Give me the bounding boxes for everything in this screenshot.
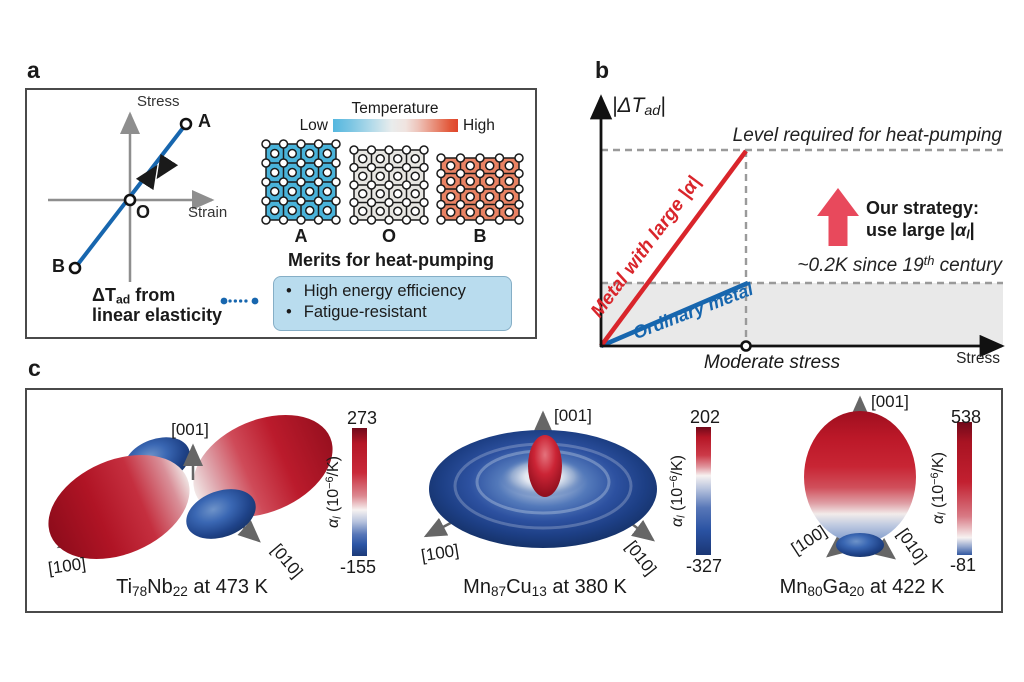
temperature-low-label: Low (299, 117, 328, 134)
strategy-text-line2: use large |αl| (866, 220, 975, 242)
annotation-line1: ΔTad from (92, 285, 176, 307)
dashed-guides (601, 148, 1003, 344)
surface-plot-mn87cu13 (423, 410, 657, 548)
colorbar-max: 202 (689, 407, 721, 427)
point-o-label: O (136, 202, 151, 222)
point-a-label: A (198, 111, 211, 131)
colorbar (352, 428, 367, 556)
axis-001-label: [001] (171, 420, 209, 439)
lattice-o (349, 145, 429, 225)
lattice-a (261, 139, 341, 225)
temperature-high-label: High (463, 117, 495, 134)
panel-a-graphics (48, 111, 524, 305)
temperature-gradient-bar (333, 119, 458, 132)
colorbar-min: -327 (685, 556, 723, 576)
panel-c-box (25, 388, 1003, 613)
merit-item: • Fatigue-resistant (286, 303, 427, 321)
plot-caption: Mn87Cu13 at 380 K (463, 576, 627, 599)
stress-axis-label: Stress (137, 93, 180, 110)
merits-title: Merits for heat-pumping (288, 250, 494, 270)
axis-001-label: [001] (871, 392, 909, 411)
strategy-up-arrow-icon (817, 188, 859, 246)
ordinary-metal-line (600, 280, 749, 349)
panel-c-label: c (28, 355, 41, 381)
colorbar-label: αl (10−6/K) (668, 455, 688, 527)
plot-caption: Ti78Nb22 at 473 K (116, 576, 268, 599)
merits-box (273, 276, 512, 331)
lattice-o-label: O (381, 226, 397, 246)
colorbar-min: -81 (949, 555, 977, 575)
merit-item: • High energy efficiency (286, 282, 466, 300)
colorbar-max: 538 (950, 407, 982, 427)
panel-c-graphics (48, 395, 916, 560)
positive-lobe-left (48, 454, 190, 560)
moderate-stress-label: Moderate stress (703, 352, 841, 373)
surface-plot-ti78nb22 (48, 414, 333, 560)
negative-lobe-lower (186, 489, 256, 539)
positive-lobe-001 (528, 435, 562, 497)
lattice-a-label: A (294, 226, 308, 246)
colorbar-max: 273 (346, 408, 378, 428)
bullet-icon: • (286, 282, 292, 300)
strategy-text-line1: Our strategy: (866, 198, 980, 218)
colorbar-label: αl (10−6/K) (929, 452, 949, 524)
panel-a-box (25, 88, 537, 339)
load-unload-arrows-icon (135, 153, 179, 191)
strain-axis-label: Strain (188, 204, 228, 221)
colorbar (696, 427, 711, 555)
colorbar-min: -155 (339, 557, 377, 577)
colorbar-label: αl (10−6/K) (324, 456, 344, 528)
axis-001-label: [001] (554, 406, 592, 425)
delta-t-axis-label: |ΔTad| (612, 94, 666, 120)
annotation-line2: linear elasticity (92, 305, 223, 325)
panel-b-graphics (590, 94, 1005, 358)
dotted-connector-icon (220, 297, 259, 305)
colorbar (957, 422, 972, 555)
temperature-scale-title: Temperature (351, 100, 439, 117)
bullet-icon: • (286, 303, 292, 321)
lattice-b (436, 153, 524, 225)
large-alpha-metal-line (599, 149, 748, 348)
baseline-0p2k-label: ~0.2K since 19th century (797, 253, 1002, 276)
positive-ellipsoid (804, 411, 916, 543)
point-b-label: B (52, 256, 65, 276)
since-19th-century-region (601, 283, 1003, 345)
lattice-b-label: B (473, 226, 487, 246)
level-required-label: Level required for heat-pumping (732, 125, 1002, 146)
plot-caption: Mn80Ga20 at 422 K (779, 576, 945, 599)
negative-bottom-lobe (836, 533, 884, 557)
surface-plot-mn80ga20 (804, 395, 916, 560)
stress-axis-label-b: Stress (956, 350, 1000, 367)
moderate-stress-point (740, 340, 752, 352)
panel-b-axes (590, 94, 1005, 358)
panel-b-label: b (595, 57, 610, 83)
state-points (68, 117, 193, 275)
panel-a-label: a (27, 57, 40, 83)
